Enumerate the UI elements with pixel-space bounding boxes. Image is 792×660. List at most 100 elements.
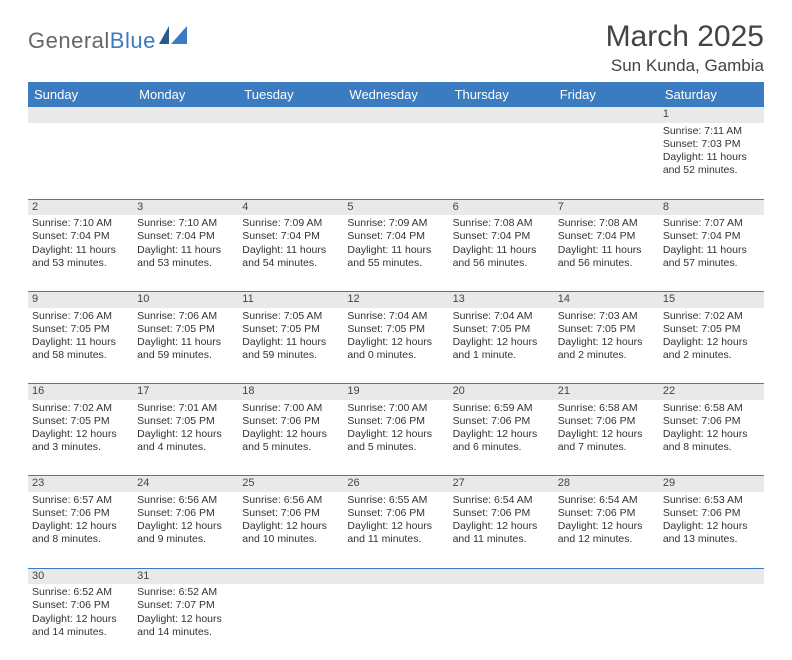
daylight-text: Daylight: 12 hours: [242, 520, 339, 533]
sunrise-text: Sunrise: 6:54 AM: [453, 494, 550, 507]
sunset-text: Sunset: 7:04 PM: [137, 230, 234, 243]
daylight-text: Daylight: 12 hours: [32, 613, 129, 626]
day-number-cell: [449, 568, 554, 584]
daylight-text: and 53 minutes.: [32, 257, 129, 270]
daylight-text: Daylight: 12 hours: [242, 428, 339, 441]
day-number-cell: 27: [449, 476, 554, 492]
day-number-cell: 1: [659, 107, 764, 123]
day-cell: Sunrise: 6:55 AMSunset: 7:06 PMDaylight:…: [343, 492, 448, 568]
daylight-text: and 0 minutes.: [347, 349, 444, 362]
day-number-cell: [343, 107, 448, 123]
page-title: March 2025: [606, 20, 764, 54]
daylight-text: and 52 minutes.: [663, 164, 760, 177]
daylight-text: and 56 minutes.: [558, 257, 655, 270]
day-number-cell: 19: [343, 384, 448, 400]
sunset-text: Sunset: 7:04 PM: [663, 230, 760, 243]
sunrise-text: Sunrise: 6:58 AM: [558, 402, 655, 415]
week-row: Sunrise: 7:02 AMSunset: 7:05 PMDaylight:…: [28, 400, 764, 476]
daylight-text: and 2 minutes.: [663, 349, 760, 362]
sunset-text: Sunset: 7:06 PM: [32, 507, 129, 520]
sunset-text: Sunset: 7:05 PM: [453, 323, 550, 336]
day-number-cell: 26: [343, 476, 448, 492]
week-row: Sunrise: 7:06 AMSunset: 7:05 PMDaylight:…: [28, 308, 764, 384]
sunset-text: Sunset: 7:04 PM: [453, 230, 550, 243]
weekday-header-row: Sunday Monday Tuesday Wednesday Thursday…: [28, 82, 764, 107]
sunset-text: Sunset: 7:05 PM: [663, 323, 760, 336]
sunset-text: Sunset: 7:05 PM: [347, 323, 444, 336]
day-number-cell: [449, 107, 554, 123]
day-number-cell: 16: [28, 384, 133, 400]
sunrise-text: Sunrise: 7:08 AM: [453, 217, 550, 230]
day-number-cell: [133, 107, 238, 123]
day-cell: Sunrise: 6:56 AMSunset: 7:06 PMDaylight:…: [133, 492, 238, 568]
logo-text-general: General: [28, 28, 110, 54]
day-number-cell: 2: [28, 199, 133, 215]
day-number-cell: 28: [554, 476, 659, 492]
sunrise-text: Sunrise: 6:52 AM: [32, 586, 129, 599]
sunset-text: Sunset: 7:05 PM: [242, 323, 339, 336]
header: General Blue March 2025 Sun Kunda, Gambi…: [28, 20, 764, 76]
title-block: March 2025 Sun Kunda, Gambia: [606, 20, 764, 76]
sunrise-text: Sunrise: 6:57 AM: [32, 494, 129, 507]
sunset-text: Sunset: 7:05 PM: [558, 323, 655, 336]
daylight-text: and 5 minutes.: [347, 441, 444, 454]
daylight-text: Daylight: 12 hours: [453, 520, 550, 533]
day-number-cell: 13: [449, 291, 554, 307]
weekday-header: Wednesday: [343, 82, 448, 107]
sunrise-text: Sunrise: 7:04 AM: [347, 310, 444, 323]
day-cell: [238, 584, 343, 660]
sunrise-text: Sunrise: 7:04 AM: [453, 310, 550, 323]
sunrise-text: Sunrise: 7:11 AM: [663, 125, 760, 138]
sunset-text: Sunset: 7:05 PM: [32, 323, 129, 336]
sunrise-text: Sunrise: 7:09 AM: [347, 217, 444, 230]
daylight-text: and 14 minutes.: [137, 626, 234, 639]
sunset-text: Sunset: 7:04 PM: [347, 230, 444, 243]
day-cell: [238, 123, 343, 199]
day-cell: Sunrise: 7:05 AMSunset: 7:05 PMDaylight:…: [238, 308, 343, 384]
daylight-text: Daylight: 11 hours: [663, 151, 760, 164]
daylight-text: and 9 minutes.: [137, 533, 234, 546]
sunset-text: Sunset: 7:07 PM: [137, 599, 234, 612]
daylight-text: and 54 minutes.: [242, 257, 339, 270]
daylight-text: and 3 minutes.: [32, 441, 129, 454]
sunset-text: Sunset: 7:06 PM: [242, 415, 339, 428]
daylight-text: Daylight: 11 hours: [242, 244, 339, 257]
sunset-text: Sunset: 7:06 PM: [558, 507, 655, 520]
sunrise-text: Sunrise: 6:56 AM: [137, 494, 234, 507]
day-cell: [343, 123, 448, 199]
day-cell: Sunrise: 7:07 AMSunset: 7:04 PMDaylight:…: [659, 215, 764, 291]
daylight-text: Daylight: 12 hours: [663, 428, 760, 441]
daylight-text: and 58 minutes.: [32, 349, 129, 362]
day-cell: Sunrise: 6:59 AMSunset: 7:06 PMDaylight:…: [449, 400, 554, 476]
sunset-text: Sunset: 7:04 PM: [558, 230, 655, 243]
daylight-text: Daylight: 11 hours: [558, 244, 655, 257]
day-cell: Sunrise: 6:52 AMSunset: 7:06 PMDaylight:…: [28, 584, 133, 660]
sunrise-text: Sunrise: 6:52 AM: [137, 586, 234, 599]
daylight-text: Daylight: 11 hours: [32, 336, 129, 349]
day-cell: Sunrise: 7:10 AMSunset: 7:04 PMDaylight:…: [133, 215, 238, 291]
day-number-cell: 11: [238, 291, 343, 307]
day-cell: Sunrise: 7:08 AMSunset: 7:04 PMDaylight:…: [554, 215, 659, 291]
daylight-text: Daylight: 11 hours: [242, 336, 339, 349]
sunset-text: Sunset: 7:05 PM: [137, 323, 234, 336]
day-cell: Sunrise: 7:00 AMSunset: 7:06 PMDaylight:…: [343, 400, 448, 476]
week-row: Sunrise: 7:10 AMSunset: 7:04 PMDaylight:…: [28, 215, 764, 291]
sunrise-text: Sunrise: 7:08 AM: [558, 217, 655, 230]
day-cell: Sunrise: 6:54 AMSunset: 7:06 PMDaylight:…: [554, 492, 659, 568]
daylight-text: Daylight: 11 hours: [453, 244, 550, 257]
day-cell: Sunrise: 7:02 AMSunset: 7:05 PMDaylight:…: [659, 308, 764, 384]
day-cell: Sunrise: 6:54 AMSunset: 7:06 PMDaylight:…: [449, 492, 554, 568]
day-number-cell: 31: [133, 568, 238, 584]
sunset-text: Sunset: 7:06 PM: [32, 599, 129, 612]
daylight-text: and 59 minutes.: [242, 349, 339, 362]
day-cell: [554, 584, 659, 660]
day-cell: Sunrise: 6:52 AMSunset: 7:07 PMDaylight:…: [133, 584, 238, 660]
daylight-text: Daylight: 12 hours: [453, 428, 550, 441]
day-cell: Sunrise: 7:11 AMSunset: 7:03 PMDaylight:…: [659, 123, 764, 199]
day-number-row: 9101112131415: [28, 291, 764, 307]
day-number-cell: 3: [133, 199, 238, 215]
day-number-cell: 21: [554, 384, 659, 400]
day-number-cell: 4: [238, 199, 343, 215]
sunset-text: Sunset: 7:04 PM: [242, 230, 339, 243]
day-cell: Sunrise: 7:04 AMSunset: 7:05 PMDaylight:…: [343, 308, 448, 384]
